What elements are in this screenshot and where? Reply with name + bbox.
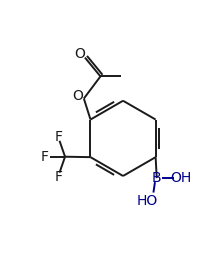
Text: OH: OH xyxy=(170,171,191,185)
Text: F: F xyxy=(54,130,62,144)
Text: F: F xyxy=(54,170,62,184)
Text: O: O xyxy=(72,89,83,103)
Text: O: O xyxy=(75,47,86,61)
Text: F: F xyxy=(41,150,49,164)
Text: B: B xyxy=(152,171,162,185)
Text: HO: HO xyxy=(136,194,157,208)
